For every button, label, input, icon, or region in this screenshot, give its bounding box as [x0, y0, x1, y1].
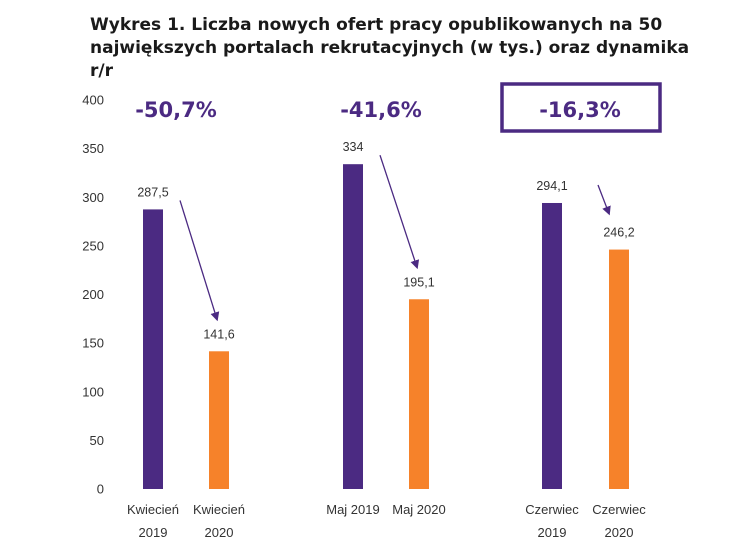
bar	[209, 351, 229, 489]
x-axis-label: 2019	[139, 525, 168, 540]
trend-arrow	[597, 184, 611, 216]
y-tick-label: 100	[82, 384, 104, 399]
y-tick-label: 150	[82, 336, 104, 351]
y-tick-label: 200	[82, 287, 104, 302]
trend-arrow	[179, 200, 220, 322]
bar	[409, 299, 429, 489]
x-axis-label: Maj 2019	[326, 502, 379, 517]
y-tick-label: 50	[90, 433, 104, 448]
highlight-box	[500, 82, 662, 133]
chart-title-line-1: Wykres 1. Liczba nowych ofert pracy opub…	[90, 15, 663, 35]
data-label: 294,1	[536, 179, 567, 193]
bar	[542, 202, 562, 490]
trend-arrow	[379, 154, 420, 270]
data-label: 141,6	[203, 327, 234, 341]
data-label: 287,5	[137, 185, 168, 199]
x-axis-label: Czerwiec	[592, 502, 646, 517]
bar	[343, 164, 363, 489]
x-axis-label: 2020	[205, 525, 234, 540]
y-tick-label: 0	[97, 482, 104, 497]
y-tick-label: 350	[82, 141, 104, 156]
y-tick-label: 400	[82, 93, 104, 108]
y-tick-label: 300	[82, 190, 104, 205]
x-axis-label: Maj 2020	[392, 502, 445, 517]
x-axis-label: Kwiecień	[127, 502, 179, 517]
yoy-change-label: -50,7%	[135, 98, 217, 122]
x-axis-label: Kwiecień	[193, 502, 245, 517]
x-axis-label: 2019	[538, 525, 567, 540]
yoy-change-label: -41,6%	[340, 98, 422, 122]
bar	[143, 209, 163, 489]
data-label: 246,2	[603, 226, 634, 240]
data-label: 334	[343, 140, 364, 154]
chart-title-line-2: największych portalach rekrutacyjnych (w…	[90, 38, 690, 81]
y-tick-label: 250	[82, 238, 104, 253]
data-label: 195,1	[403, 275, 434, 289]
chart-title: Wykres 1. Liczba nowych ofert pracy opub…	[90, 14, 710, 83]
x-axis-label: Czerwiec	[525, 502, 579, 517]
x-axis-label: 2020	[605, 525, 634, 540]
bar	[609, 249, 629, 489]
yoy-change-label: -16,3%	[539, 98, 621, 122]
